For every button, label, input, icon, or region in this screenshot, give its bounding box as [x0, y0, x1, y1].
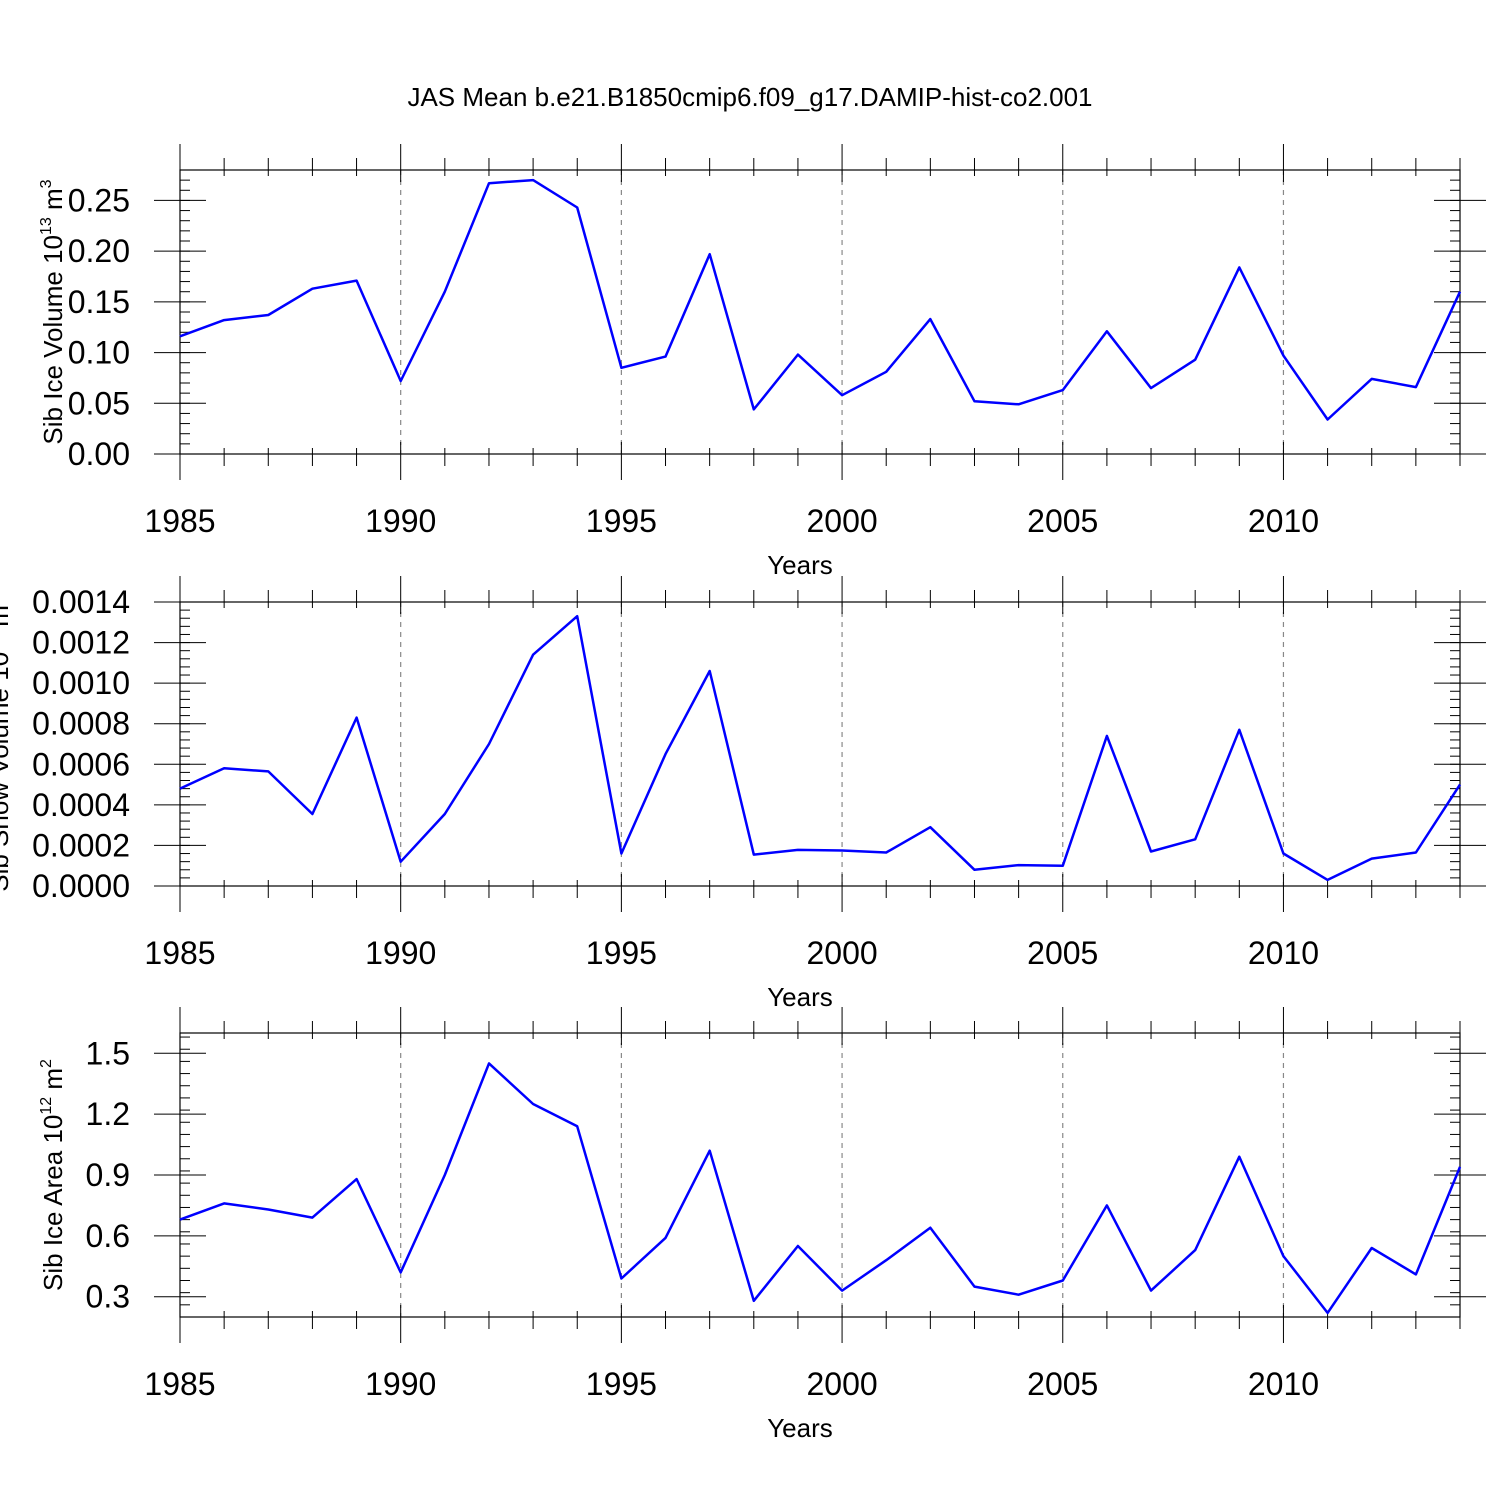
- x-tick-label: 2010: [1248, 503, 1319, 539]
- plot-frame: [179, 601, 1461, 887]
- x-tick-label: 2000: [806, 1366, 877, 1402]
- y-axis-label-exp: 12: [38, 1097, 55, 1115]
- panel-1: 1985 1990 1995 2000 2005 2010 0.00 0.05 0.10 0.15…: [38, 144, 1486, 580]
- y-tick-label: 0.3: [86, 1279, 130, 1315]
- y-axis-label-unit: m: [38, 188, 68, 217]
- x-axis-label: Years: [767, 982, 833, 1012]
- y-tick-label: 0.0010: [32, 665, 130, 701]
- panels: 1985 1990 1995 2000 2005 2010 0.00 0.05 0.10 0.15…: [0, 144, 1486, 1443]
- x-tick-label: 2010: [1248, 935, 1319, 971]
- y-tick-label: 0.00: [68, 436, 130, 472]
- y-tick-label: 0.0004: [32, 787, 130, 823]
- y-tick-label: 0.0012: [32, 625, 130, 661]
- y-tick-label: 0.0014: [32, 584, 130, 620]
- y-tick-label: 0.9: [86, 1157, 130, 1193]
- y-tick-label: 1.2: [86, 1096, 130, 1132]
- y-axis-label-text: Sib Ice Volume 10: [38, 235, 68, 445]
- panel-3: 1985 1990 1995 2000 2005 2010 0.3 0.6 0.9 1.2 1.5 Y…: [38, 1007, 1486, 1443]
- x-tick-label: 1995: [586, 1366, 657, 1402]
- x-tick-label: 1990: [365, 935, 436, 971]
- y-axis-label-unit-exp: 3: [0, 596, 1, 605]
- y-axis-label: Sib Ice Area 1012 m2: [38, 1059, 68, 1291]
- y-axis-label-unit: m: [0, 605, 14, 634]
- y-axis-label: Sib Ice Volume 1013 m3: [38, 179, 68, 444]
- x-tick-label: 2005: [1027, 1366, 1098, 1402]
- y-tick-label: 0.05: [68, 385, 130, 421]
- y-tick-label: 0.15: [68, 284, 130, 320]
- y-tick-label: 0.0000: [32, 868, 130, 904]
- x-tick-label: 2005: [1027, 935, 1098, 971]
- y-axis-label-text: Sib Snow Volume 10: [0, 652, 14, 892]
- x-axis-label: Years: [767, 550, 833, 580]
- panel-2: 1985 1990 1995 2000 2005 2010 0.0000 0.0002 0.00…: [0, 576, 1486, 1012]
- plot-frame: [179, 169, 1461, 455]
- y-axis-label-unit-exp: 3: [38, 179, 55, 188]
- y-tick-label: 0.25: [68, 182, 130, 218]
- x-tick-label: 1995: [586, 503, 657, 539]
- series-line: [179, 178, 1462, 421]
- x-axis-label: Years: [767, 1413, 833, 1443]
- y-tick-label: 0.20: [68, 233, 130, 269]
- y-axis-label-text: Sib Ice Area 10: [38, 1115, 68, 1291]
- y-tick-label: 0.0008: [32, 706, 130, 742]
- x-tick-label: 1985: [144, 503, 215, 539]
- figure-title: JAS Mean b.e21.B1850cmip6.f09_g17.DAMIP-…: [407, 82, 1092, 112]
- y-axis-label-exp: 13: [0, 634, 1, 652]
- series-line: [179, 1062, 1462, 1315]
- plot-frame: [179, 1032, 1461, 1318]
- series-line: [179, 614, 1462, 882]
- y-axis-label-exp: 13: [38, 217, 55, 235]
- x-tick-label: 2010: [1248, 1366, 1319, 1402]
- x-tick-label: 2000: [806, 503, 877, 539]
- y-axis-label-unit-exp: 2: [38, 1059, 55, 1068]
- y-tick-label: 0.0002: [32, 827, 130, 863]
- y-tick-label: 0.6: [86, 1218, 130, 1254]
- x-tick-label: 1990: [365, 1366, 436, 1402]
- y-axis-label: Sib Snow Volume 1013 m3: [0, 596, 14, 892]
- x-tick-label: 2000: [806, 935, 877, 971]
- x-tick-label: 2005: [1027, 503, 1098, 539]
- x-tick-label: 1995: [586, 935, 657, 971]
- y-tick-label: 1.5: [86, 1035, 130, 1071]
- x-tick-label: 1990: [365, 503, 436, 539]
- y-axis-label-unit: m: [38, 1068, 68, 1097]
- y-tick-label: 0.0006: [32, 746, 130, 782]
- x-tick-label: 1985: [144, 1366, 215, 1402]
- x-tick-label: 1985: [144, 935, 215, 971]
- y-tick-label: 0.10: [68, 335, 130, 371]
